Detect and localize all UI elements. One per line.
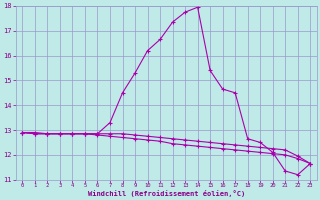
X-axis label: Windchill (Refroidissement éolien,°C): Windchill (Refroidissement éolien,°C) (88, 190, 245, 197)
